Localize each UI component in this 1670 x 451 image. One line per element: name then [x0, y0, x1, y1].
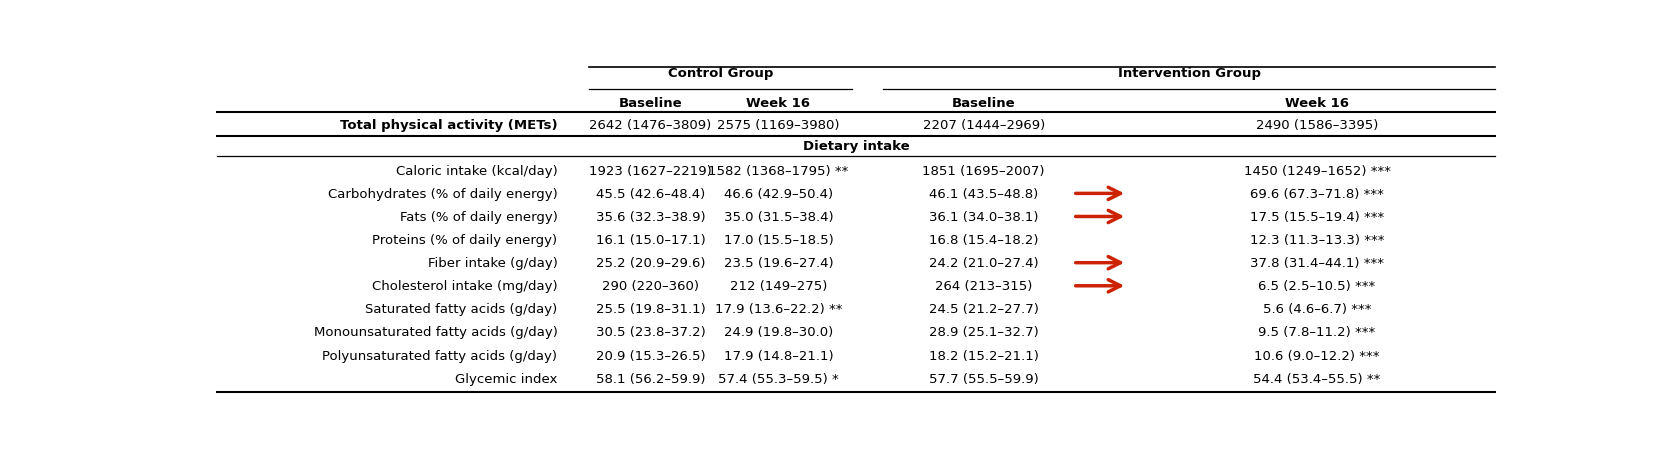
Text: 2575 (1169–3980): 2575 (1169–3980): [716, 118, 840, 131]
Text: Week 16: Week 16: [746, 97, 810, 110]
Text: 1851 (1695–2007): 1851 (1695–2007): [922, 165, 1045, 177]
Text: 25.2 (20.9–29.6): 25.2 (20.9–29.6): [596, 257, 705, 270]
Text: Carbohydrates (% of daily energy): Carbohydrates (% of daily energy): [327, 188, 558, 200]
Text: Baseline: Baseline: [952, 97, 1015, 110]
Text: 16.8 (15.4–18.2): 16.8 (15.4–18.2): [929, 234, 1039, 247]
Text: 16.1 (15.0–17.1): 16.1 (15.0–17.1): [596, 234, 705, 247]
Text: Dietary intake: Dietary intake: [803, 140, 908, 153]
Text: Monounsaturated fatty acids (g/day): Monounsaturated fatty acids (g/day): [314, 326, 558, 339]
Text: 9.5 (7.8–11.2) ***: 9.5 (7.8–11.2) ***: [1259, 326, 1376, 339]
Text: 57.7 (55.5–59.9): 57.7 (55.5–59.9): [929, 372, 1039, 385]
Text: 45.5 (42.6–48.4): 45.5 (42.6–48.4): [596, 188, 705, 200]
Text: 12.3 (11.3–13.3) ***: 12.3 (11.3–13.3) ***: [1249, 234, 1384, 247]
Text: 20.9 (15.3–26.5): 20.9 (15.3–26.5): [596, 349, 705, 362]
Text: 28.9 (25.1–32.7): 28.9 (25.1–32.7): [929, 326, 1039, 339]
Text: 46.1 (43.5–48.8): 46.1 (43.5–48.8): [929, 188, 1039, 200]
Text: 54.4 (53.4–55.5) **: 54.4 (53.4–55.5) **: [1252, 372, 1381, 385]
Text: Caloric intake (kcal/day): Caloric intake (kcal/day): [396, 165, 558, 177]
Text: Fats (% of daily energy): Fats (% of daily energy): [399, 211, 558, 224]
Text: 2642 (1476–3809): 2642 (1476–3809): [590, 118, 711, 131]
Text: Control Group: Control Group: [668, 66, 773, 79]
Text: 23.5 (19.6–27.4): 23.5 (19.6–27.4): [723, 257, 833, 270]
Text: 69.6 (67.3–71.8) ***: 69.6 (67.3–71.8) ***: [1251, 188, 1384, 200]
Text: 6.5 (2.5–10.5) ***: 6.5 (2.5–10.5) ***: [1259, 280, 1376, 293]
Text: Total physical activity (METs): Total physical activity (METs): [341, 118, 558, 131]
Text: Saturated fatty acids (g/day): Saturated fatty acids (g/day): [366, 303, 558, 316]
Text: 24.5 (21.2–27.7): 24.5 (21.2–27.7): [929, 303, 1039, 316]
Text: Baseline: Baseline: [618, 97, 683, 110]
Text: 25.5 (19.8–31.1): 25.5 (19.8–31.1): [596, 303, 705, 316]
Text: 290 (220–360): 290 (220–360): [601, 280, 700, 293]
Text: 24.9 (19.8–30.0): 24.9 (19.8–30.0): [723, 326, 833, 339]
Text: 17.9 (14.8–21.1): 17.9 (14.8–21.1): [723, 349, 833, 362]
Text: 5.6 (4.6–6.7) ***: 5.6 (4.6–6.7) ***: [1263, 303, 1371, 316]
Text: 2207 (1444–2969): 2207 (1444–2969): [922, 118, 1045, 131]
Text: 37.8 (31.4–44.1) ***: 37.8 (31.4–44.1) ***: [1251, 257, 1384, 270]
Text: 2490 (1586–3395): 2490 (1586–3395): [1256, 118, 1378, 131]
Text: 17.0 (15.5–18.5): 17.0 (15.5–18.5): [723, 234, 833, 247]
Text: 36.1 (34.0–38.1): 36.1 (34.0–38.1): [929, 211, 1039, 224]
Text: 46.6 (42.9–50.4): 46.6 (42.9–50.4): [723, 188, 833, 200]
Text: Proteins (% of daily energy): Proteins (% of daily energy): [372, 234, 558, 247]
Text: 18.2 (15.2–21.1): 18.2 (15.2–21.1): [929, 349, 1039, 362]
Text: 212 (149–275): 212 (149–275): [730, 280, 827, 293]
Text: Glycemic index: Glycemic index: [456, 372, 558, 385]
Text: 57.4 (55.3–59.5) *: 57.4 (55.3–59.5) *: [718, 372, 838, 385]
Text: Cholesterol intake (mg/day): Cholesterol intake (mg/day): [372, 280, 558, 293]
Text: 30.5 (23.8–37.2): 30.5 (23.8–37.2): [596, 326, 705, 339]
Text: Polyunsaturated fatty acids (g/day): Polyunsaturated fatty acids (g/day): [322, 349, 558, 362]
Text: Fiber intake (g/day): Fiber intake (g/day): [428, 257, 558, 270]
Text: 10.6 (9.0–12.2) ***: 10.6 (9.0–12.2) ***: [1254, 349, 1379, 362]
Text: 24.2 (21.0–27.4): 24.2 (21.0–27.4): [929, 257, 1039, 270]
Text: 264 (213–315): 264 (213–315): [935, 280, 1032, 293]
Text: Week 16: Week 16: [1284, 97, 1349, 110]
Text: Intervention Group: Intervention Group: [1117, 66, 1261, 79]
Text: 1582 (1368–1795) **: 1582 (1368–1795) **: [708, 165, 848, 177]
Text: 58.1 (56.2–59.9): 58.1 (56.2–59.9): [596, 372, 705, 385]
Text: 17.9 (13.6–22.2) **: 17.9 (13.6–22.2) **: [715, 303, 842, 316]
Text: 17.5 (15.5–19.4) ***: 17.5 (15.5–19.4) ***: [1249, 211, 1384, 224]
Text: 35.6 (32.3–38.9): 35.6 (32.3–38.9): [596, 211, 705, 224]
Text: 35.0 (31.5–38.4): 35.0 (31.5–38.4): [723, 211, 833, 224]
Text: 1923 (1627–2219): 1923 (1627–2219): [590, 165, 711, 177]
Text: 1450 (1249–1652) ***: 1450 (1249–1652) ***: [1244, 165, 1391, 177]
